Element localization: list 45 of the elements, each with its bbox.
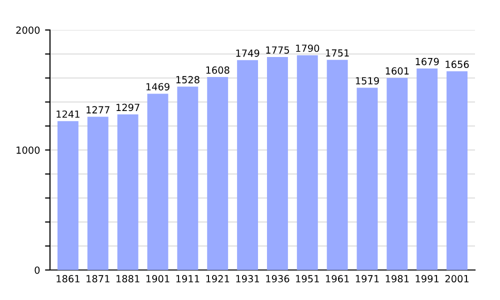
- x-tick-label: 1901: [146, 275, 170, 282]
- bar: [147, 94, 168, 270]
- bar: [266, 57, 288, 270]
- data-label: 1241: [56, 110, 80, 118]
- data-label: 1775: [266, 46, 289, 54]
- data-label: 1519: [356, 77, 379, 84]
- bar: [57, 121, 78, 270]
- bar: [416, 68, 438, 270]
- bar: [386, 78, 408, 270]
- data-label: 1679: [416, 58, 439, 66]
- bar: [356, 88, 378, 270]
- bar: [117, 114, 138, 270]
- x-tick-label: 1951: [296, 275, 319, 282]
- data-label: 1751: [326, 49, 349, 57]
- x-tick-label: 1931: [236, 275, 260, 282]
- bar: [87, 116, 108, 270]
- x-tick-label: 2001: [445, 275, 469, 282]
- bar: [207, 77, 228, 270]
- x-tick-label: 1981: [386, 275, 409, 282]
- data-label: 1277: [86, 106, 110, 114]
- x-tick-label: 1881: [116, 275, 140, 282]
- data-label: 1469: [146, 83, 170, 90]
- y-tick-label: 0: [34, 266, 40, 274]
- bar: [237, 60, 258, 270]
- y-tick-label: 2000: [16, 26, 40, 34]
- bar: [177, 86, 198, 270]
- data-label: 1749: [236, 49, 260, 57]
- data-label: 1656: [446, 60, 469, 68]
- data-label: 1601: [386, 67, 409, 75]
- x-tick-label: 1921: [206, 275, 230, 282]
- x-tick-label: 1971: [356, 275, 379, 282]
- bar: [296, 55, 318, 270]
- data-label: 1608: [206, 66, 230, 74]
- bar: [446, 71, 468, 270]
- bar: [326, 60, 348, 270]
- x-tick-label: 1911: [176, 275, 200, 282]
- x-tick-label: 1871: [86, 275, 110, 282]
- x-tick-label: 1991: [416, 275, 439, 282]
- data-label: 1528: [176, 76, 200, 84]
- x-tick-label: 1936: [266, 275, 290, 282]
- data-label: 1297: [116, 104, 140, 112]
- y-tick-label: 1000: [16, 146, 40, 154]
- data-label: 1790: [296, 44, 320, 52]
- x-tick-label: 1861: [56, 275, 80, 282]
- x-tick-label: 1961: [326, 275, 349, 282]
